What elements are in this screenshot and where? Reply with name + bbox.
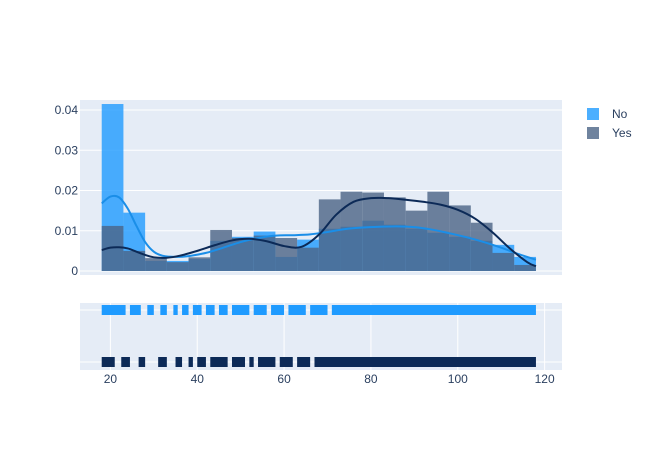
rug-marks: [101, 305, 536, 367]
x-tick-label: 60: [277, 372, 291, 386]
bar-yes[interactable]: [297, 247, 319, 271]
bar-yes[interactable]: [188, 257, 211, 271]
rug-mark-no[interactable]: [310, 305, 328, 315]
rug-mark-yes[interactable]: [249, 357, 254, 367]
rug-mark-yes[interactable]: [121, 357, 130, 367]
rug-mark-yes[interactable]: [175, 357, 183, 367]
bar-yes[interactable]: [166, 262, 189, 271]
x-tick-label: 80: [364, 372, 378, 386]
y-tick-label: 0.02: [55, 184, 79, 198]
rug-mark-yes[interactable]: [297, 357, 311, 367]
legend-label-yes[interactable]: Yes: [612, 126, 632, 140]
y-tick-label: 0: [71, 264, 78, 278]
bar-yes[interactable]: [231, 238, 254, 271]
legend-label-no[interactable]: No: [612, 107, 628, 121]
legend-swatch-no[interactable]: [587, 108, 599, 120]
rug-mark-yes[interactable]: [210, 357, 228, 367]
rug-mark-no[interactable]: [173, 305, 178, 315]
bar-yes[interactable]: [492, 252, 515, 271]
y-tick-label: 0.04: [55, 103, 79, 117]
rug-mark-no[interactable]: [160, 305, 167, 315]
rug-mark-no[interactable]: [331, 305, 536, 315]
bar-yes[interactable]: [318, 199, 341, 271]
bar-yes[interactable]: [340, 191, 363, 271]
bar-yes[interactable]: [275, 238, 298, 271]
bar-yes[interactable]: [383, 197, 406, 271]
bar-yes[interactable]: [405, 210, 428, 271]
rug-mark-yes[interactable]: [158, 357, 167, 367]
rug-mark-yes[interactable]: [197, 357, 206, 367]
rug-mark-yes[interactable]: [279, 357, 293, 367]
histogram-bars: [101, 104, 536, 271]
rug-mark-yes[interactable]: [101, 357, 115, 367]
bar-yes[interactable]: [449, 205, 471, 271]
kde-line-no[interactable]: [101, 194, 537, 261]
bar-yes[interactable]: [123, 250, 146, 271]
bar-yes[interactable]: [253, 235, 276, 271]
rug-mark-yes[interactable]: [188, 357, 193, 367]
rug-mark-no[interactable]: [205, 305, 215, 315]
rug-mark-yes[interactable]: [138, 357, 146, 367]
rug-mark-no[interactable]: [101, 305, 126, 315]
x-tick-label: 120: [535, 372, 555, 386]
rug-mark-yes[interactable]: [231, 357, 246, 367]
rug-mark-no[interactable]: [253, 305, 267, 315]
rug-mark-no[interactable]: [231, 305, 250, 315]
kde-curves: [101, 194, 537, 268]
rug-mark-no[interactable]: [192, 305, 202, 315]
rug-mark-yes[interactable]: [258, 357, 276, 367]
rug-mark-no[interactable]: [271, 305, 285, 315]
bar-yes[interactable]: [210, 229, 232, 271]
rug-mark-yes[interactable]: [314, 357, 536, 367]
rug-mark-no[interactable]: [147, 305, 154, 315]
x-tick-label: 100: [448, 372, 468, 386]
bar-yes[interactable]: [101, 225, 124, 271]
rug-mark-no[interactable]: [182, 305, 189, 315]
bar-yes[interactable]: [470, 222, 493, 271]
kde-line-yes[interactable]: [101, 196, 537, 268]
bar-yes[interactable]: [145, 258, 167, 271]
legend-swatch-yes[interactable]: [587, 127, 599, 139]
axes: 0 0.01 0.02 0.03 0.04 20 40 60 80 100 120: [55, 103, 555, 386]
rug-mark-no[interactable]: [288, 305, 306, 315]
bar-yes[interactable]: [514, 264, 536, 271]
rug-mark-no[interactable]: [218, 305, 228, 315]
legend[interactable]: No Yes: [587, 107, 632, 140]
bar-yes[interactable]: [362, 192, 384, 271]
y-tick-label: 0.01: [55, 224, 79, 238]
x-tick-label: 20: [104, 372, 118, 386]
rug-mark-no[interactable]: [129, 305, 141, 315]
y-tick-label: 0.03: [55, 143, 79, 157]
x-tick-label: 40: [191, 372, 205, 386]
